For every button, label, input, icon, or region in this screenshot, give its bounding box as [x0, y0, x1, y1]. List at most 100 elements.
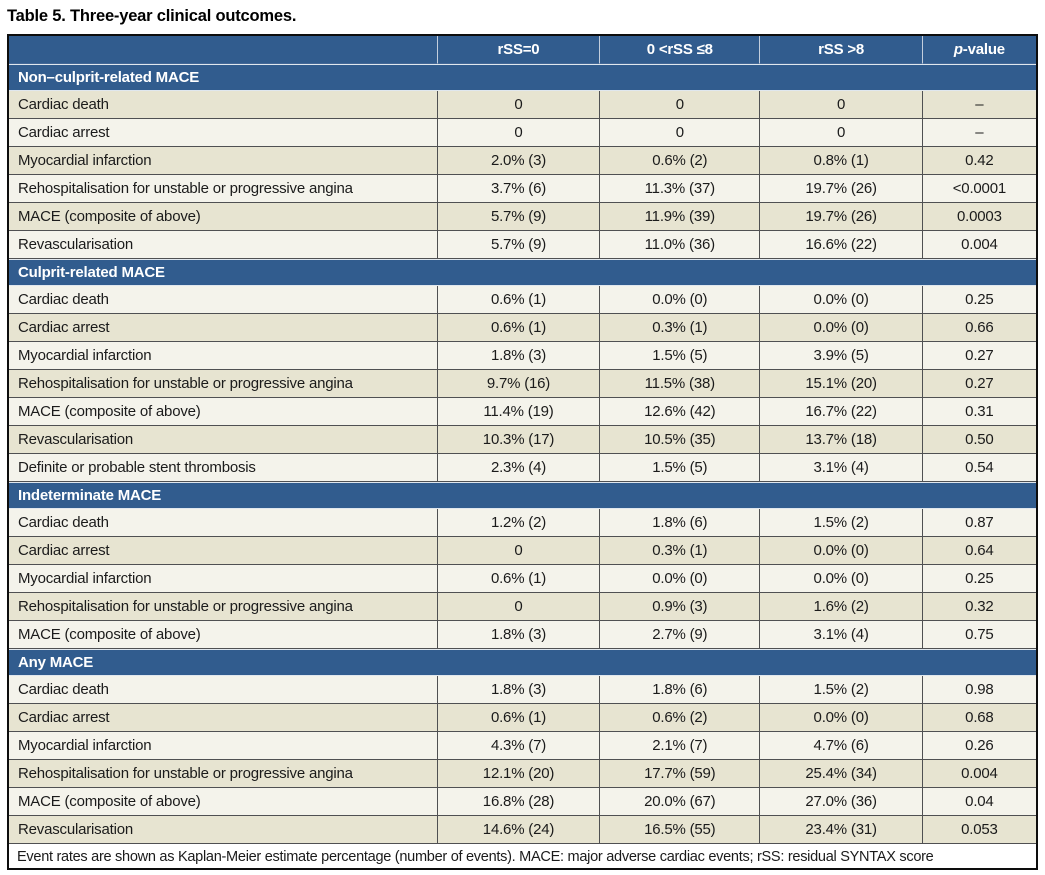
cell-value: 10.3% (17) — [437, 426, 601, 454]
cell-p-value: – — [922, 119, 1036, 147]
cell-value: 0.0% (0) — [600, 286, 761, 314]
table-row: MACE (composite of above) 16.8% (28) 20.0%… — [9, 788, 1036, 816]
cell-value: 1.2% (2) — [437, 509, 601, 537]
section-header-label: Any MACE — [9, 649, 1036, 676]
cell-value: 12.6% (42) — [600, 398, 761, 426]
cell-value: 0.0% (0) — [760, 314, 923, 342]
cell-value: 0 — [600, 119, 761, 147]
cell-value: 5.7% (9) — [437, 203, 601, 231]
column-header-row: rSS=0 0 <rSS ≤8 rSS >8 p-value — [9, 36, 1036, 64]
cell-value: 0 — [437, 537, 601, 565]
cell-value: 15.1% (20) — [760, 370, 923, 398]
row-label: Rehospitalisation for unstable or progre… — [9, 175, 438, 203]
cell-p-value: 0.27 — [922, 370, 1036, 398]
clinical-outcomes-table: rSS=0 0 <rSS ≤8 rSS >8 p-value Non–culpr… — [7, 34, 1038, 870]
row-label: Cardiac arrest — [9, 537, 438, 565]
cell-value: 5.7% (9) — [437, 231, 601, 259]
cell-value: 1.5% (2) — [760, 509, 923, 537]
row-label: Definite or probable stent thrombosis — [9, 454, 438, 482]
section-header-label: Indeterminate MACE — [9, 482, 1036, 509]
cell-value: 0 — [437, 91, 601, 119]
row-label: Revascularisation — [9, 231, 438, 259]
cell-value: 3.9% (5) — [760, 342, 923, 370]
cell-value: 0 — [760, 91, 923, 119]
cell-value: 1.5% (2) — [760, 676, 923, 704]
cell-value: 0 — [600, 91, 761, 119]
table-row: Revascularisation 5.7% (9) 11.0% (36) 16.6%… — [9, 231, 1036, 259]
table-row: Revascularisation 14.6% (24) 16.5% (55) 23.… — [9, 816, 1036, 844]
cell-value: 17.7% (59) — [600, 760, 761, 788]
cell-value: 0.6% (2) — [600, 704, 761, 732]
section-header-any-mace: Any MACE — [9, 649, 1036, 676]
table-row: Cardiac arrest 0.6% (1) 0.6% (2) 0.0% (0) 0.… — [9, 704, 1036, 732]
cell-value: 4.7% (6) — [760, 732, 923, 760]
cell-value: 11.9% (39) — [600, 203, 761, 231]
cell-value: 0.6% (1) — [437, 565, 601, 593]
cell-value: 19.7% (26) — [760, 175, 923, 203]
cell-p-value: 0.26 — [922, 732, 1036, 760]
cell-value: 0.6% (1) — [437, 314, 601, 342]
cell-value: 1.8% (3) — [437, 621, 601, 649]
cell-value: 11.3% (37) — [600, 175, 761, 203]
cell-value: 0.3% (1) — [600, 314, 761, 342]
row-label: Rehospitalisation for unstable or progre… — [9, 593, 438, 621]
table-title: Table 5. Three-year clinical outcomes. — [7, 7, 297, 25]
row-label: Cardiac death — [9, 676, 438, 704]
column-header-rss-0: rSS=0 — [437, 36, 601, 64]
row-label: Myocardial infarction — [9, 732, 438, 760]
cell-value: 1.5% (5) — [600, 342, 761, 370]
cell-value: 13.7% (18) — [760, 426, 923, 454]
table-row: MACE (composite of above) 5.7% (9) 11.9% (… — [9, 203, 1036, 231]
cell-value: 1.5% (5) — [600, 454, 761, 482]
cell-p-value: 0.004 — [922, 231, 1036, 259]
cell-p-value: 0.004 — [922, 760, 1036, 788]
cell-value: 1.8% (3) — [437, 342, 601, 370]
row-label: Rehospitalisation for unstable or progre… — [9, 370, 438, 398]
table-row: Cardiac arrest 0 0 0– — [9, 119, 1036, 147]
cell-value: 19.7% (26) — [760, 203, 923, 231]
section-header-label: Non–culprit-related MACE — [9, 64, 1036, 91]
cell-value: 27.0% (36) — [760, 788, 923, 816]
cell-value: 0.0% (0) — [760, 537, 923, 565]
row-label: MACE (composite of above) — [9, 788, 438, 816]
cell-value: 23.4% (31) — [760, 816, 923, 844]
row-label: Rehospitalisation for unstable or progre… — [9, 760, 438, 788]
table-row: Myocardial infarction 1.8% (3) 1.5% (5) 3.9… — [9, 342, 1036, 370]
row-label: Cardiac arrest — [9, 704, 438, 732]
cell-value: 25.4% (34) — [760, 760, 923, 788]
table-row: Myocardial infarction 0.6% (1) 0.0% (0) 0.0… — [9, 565, 1036, 593]
table-body: Non–culprit-related MACE Cardiac death 0 0 0… — [9, 64, 1036, 844]
table-row: Rehospitalisation for unstable or progre… — [9, 593, 1036, 621]
cell-value: 2.0% (3) — [437, 147, 601, 175]
cell-value: 1.6% (2) — [760, 593, 923, 621]
table-row: MACE (composite of above) 1.8% (3) 2.7% (9… — [9, 621, 1036, 649]
cell-p-value: 0.32 — [922, 593, 1036, 621]
cell-value: 3.7% (6) — [437, 175, 601, 203]
column-header-rss-high: rSS >8 — [760, 36, 923, 64]
cell-value: 16.7% (22) — [760, 398, 923, 426]
footnote-cell: Event rates are shown as Kaplan-Meier es… — [9, 844, 1036, 868]
cell-value: 11.0% (36) — [600, 231, 761, 259]
row-label: Cardiac death — [9, 91, 438, 119]
section-header-label: Culprit-related MACE — [9, 259, 1036, 286]
column-header-empty — [9, 36, 438, 64]
cell-p-value: 0.42 — [922, 147, 1036, 175]
cell-value: 1.8% (3) — [437, 676, 601, 704]
table-row: Rehospitalisation for unstable or progre… — [9, 760, 1036, 788]
cell-value: 0.3% (1) — [600, 537, 761, 565]
cell-value: 1.8% (6) — [600, 676, 761, 704]
row-label: Revascularisation — [9, 426, 438, 454]
cell-value: 2.1% (7) — [600, 732, 761, 760]
footnote-row: Event rates are shown as Kaplan-Meier es… — [9, 844, 1036, 868]
row-label: MACE (composite of above) — [9, 621, 438, 649]
row-label: MACE (composite of above) — [9, 203, 438, 231]
row-label: Cardiac death — [9, 509, 438, 537]
cell-value: 11.5% (38) — [600, 370, 761, 398]
cell-p-value: 0.0003 — [922, 203, 1036, 231]
cell-value: 0 — [437, 593, 601, 621]
section-header-indeterminate-mace: Indeterminate MACE — [9, 482, 1036, 509]
cell-p-value: 0.75 — [922, 621, 1036, 649]
cell-value: 4.3% (7) — [437, 732, 601, 760]
cell-value: 16.5% (55) — [600, 816, 761, 844]
